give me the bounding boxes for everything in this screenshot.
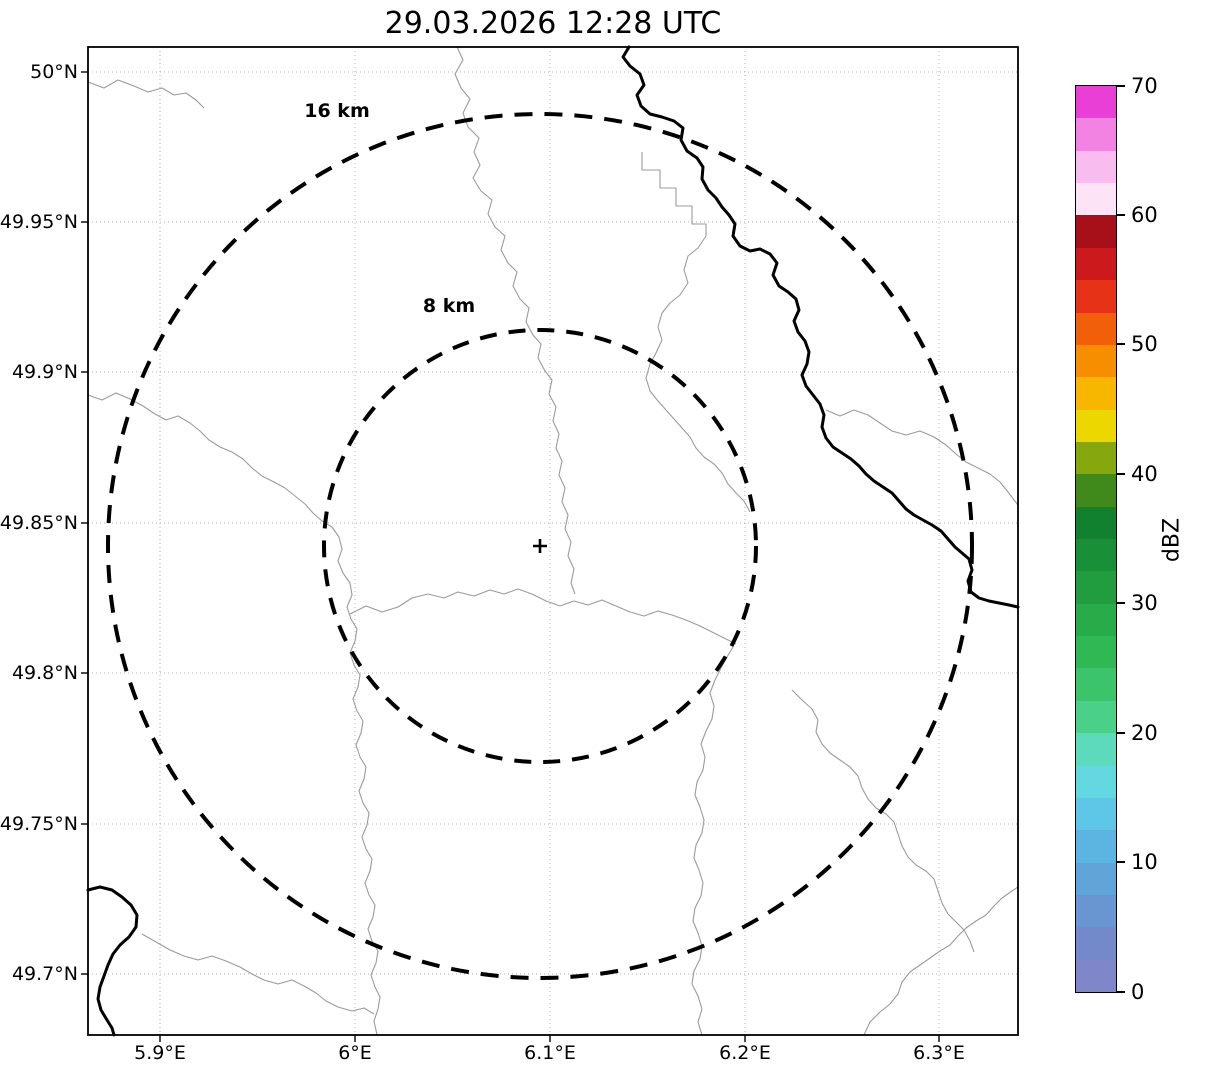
colorbar-tick-label: 20 bbox=[1131, 721, 1158, 745]
colorbar-band bbox=[1076, 539, 1116, 572]
colorbar-tick-label: 60 bbox=[1131, 203, 1158, 227]
river-line bbox=[86, 885, 139, 1037]
colorbar-tick-label: 30 bbox=[1131, 591, 1158, 615]
colorbar-tick bbox=[1117, 343, 1125, 345]
colorbar-tick-label: 50 bbox=[1131, 332, 1158, 356]
colorbar-tick-label: 10 bbox=[1131, 850, 1158, 874]
boundary-line bbox=[87, 79, 205, 109]
colorbar-band bbox=[1076, 927, 1116, 960]
colorbar-tick bbox=[1117, 473, 1125, 475]
colorbar-tick bbox=[1117, 214, 1125, 216]
lat-tick-label: 49.95°N bbox=[0, 211, 78, 233]
colorbar-tick-label: 0 bbox=[1131, 980, 1145, 1004]
colorbar-band bbox=[1076, 668, 1116, 701]
colorbar-band bbox=[1076, 797, 1116, 831]
range-ring-16km-label: 16 km bbox=[304, 100, 370, 122]
boundary-line bbox=[454, 46, 576, 595]
boundary-line bbox=[641, 152, 707, 236]
boundary-line bbox=[349, 588, 737, 645]
colorbar-tick bbox=[1117, 861, 1125, 863]
colorbar bbox=[1075, 85, 1117, 993]
colorbar-band bbox=[1076, 830, 1116, 863]
colorbar-band bbox=[1076, 118, 1116, 151]
colorbar-band bbox=[1076, 344, 1116, 378]
lon-tick-label: 6.3°E bbox=[913, 1042, 965, 1064]
colorbar-band bbox=[1076, 183, 1116, 216]
lat-tick-label: 49.9°N bbox=[12, 361, 78, 383]
admin-boundaries bbox=[87, 46, 1019, 1036]
boundary-line bbox=[141, 933, 375, 1015]
boundary-line bbox=[791, 689, 975, 953]
colorbar-band bbox=[1076, 150, 1116, 184]
lon-tick-label: 5.9°E bbox=[134, 1042, 186, 1064]
colorbar-unit-label: dBZ bbox=[1159, 517, 1185, 563]
colorbar-band bbox=[1076, 603, 1116, 637]
colorbar-tick bbox=[1117, 602, 1125, 604]
river-border bbox=[86, 45, 1020, 1037]
colorbar-band bbox=[1076, 441, 1116, 475]
colorbar-tick bbox=[1117, 85, 1125, 87]
lon-tick-label: 6°E bbox=[338, 1042, 372, 1064]
colorbar-band bbox=[1076, 280, 1116, 313]
range-ring-8km-label: 8 km bbox=[423, 295, 475, 317]
graticule-grid bbox=[88, 47, 1018, 1035]
colorbar-band bbox=[1076, 474, 1116, 507]
colorbar-bands bbox=[1076, 86, 1116, 993]
colorbar-band bbox=[1076, 312, 1116, 345]
colorbar-tick-label: 70 bbox=[1131, 74, 1158, 98]
lat-tick-label: 49.75°N bbox=[0, 813, 78, 835]
axis-ticks bbox=[81, 71, 940, 1042]
boundary-line bbox=[691, 646, 734, 1036]
colorbar-tick bbox=[1117, 732, 1125, 734]
lon-tick-label: 6.2°E bbox=[719, 1042, 771, 1064]
colorbar-tick bbox=[1117, 991, 1125, 993]
range-ring-8km bbox=[322, 328, 758, 764]
colorbar-band bbox=[1076, 215, 1116, 248]
colorbar-band bbox=[1076, 409, 1116, 442]
boundary-line bbox=[825, 409, 1019, 506]
lat-tick-label: 49.85°N bbox=[0, 512, 78, 534]
lat-tick-label: 49.7°N bbox=[12, 963, 78, 985]
colorbar-band bbox=[1076, 86, 1116, 119]
colorbar-band bbox=[1076, 765, 1116, 798]
boundary-line bbox=[863, 886, 1019, 1036]
lon-tick-label: 6.1°E bbox=[524, 1042, 576, 1064]
colorbar-band bbox=[1076, 862, 1116, 895]
lat-tick-label: 50°N bbox=[30, 61, 78, 83]
map-frame bbox=[87, 46, 1019, 1036]
colorbar-band bbox=[1076, 571, 1116, 604]
colorbar-tick-label: 40 bbox=[1131, 462, 1158, 486]
range-ring-16km bbox=[106, 112, 974, 980]
colorbar-band bbox=[1076, 636, 1116, 669]
colorbar-band bbox=[1076, 894, 1116, 928]
lat-tick-label: 49.8°N bbox=[12, 662, 78, 684]
radar-site-marker bbox=[533, 539, 547, 553]
river-line bbox=[621, 45, 1020, 609]
colorbar-band bbox=[1076, 506, 1116, 540]
colorbar-band bbox=[1076, 959, 1116, 993]
colorbar-band bbox=[1076, 700, 1116, 734]
boundary-line bbox=[87, 392, 381, 1036]
colorbar-band bbox=[1076, 733, 1116, 766]
colorbar-band bbox=[1076, 247, 1116, 281]
colorbar-band bbox=[1076, 377, 1116, 410]
plot-title: 29.03.2026 12:28 UTC bbox=[384, 6, 722, 41]
boundary-line bbox=[645, 235, 751, 513]
